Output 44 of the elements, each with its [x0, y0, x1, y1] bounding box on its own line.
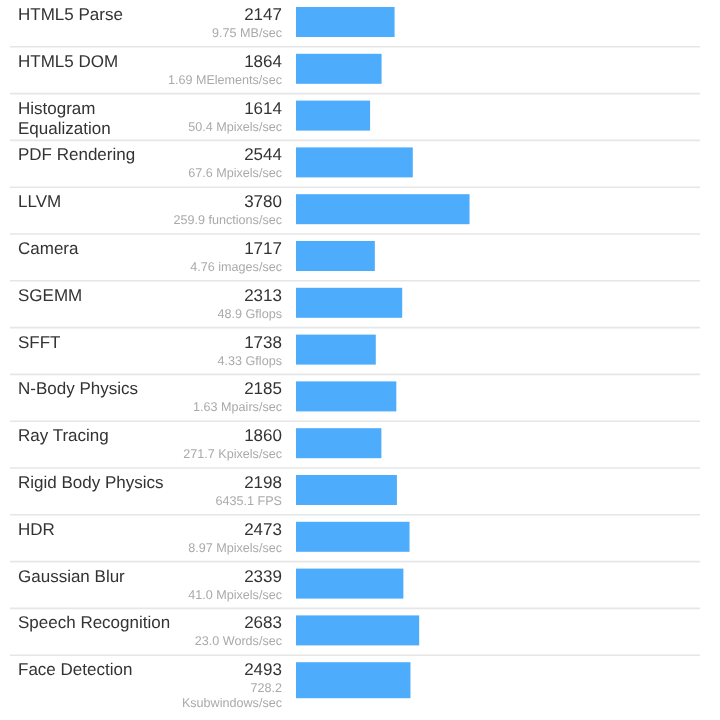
- data-label: 2473: [244, 518, 283, 539]
- y-tick-label: Rigid Body Physics: [18, 472, 164, 492]
- bar: [296, 194, 470, 225]
- data-label: 1738: [244, 331, 283, 352]
- bar: [296, 521, 410, 552]
- data-label: 2544: [244, 144, 283, 165]
- y-tick-label: LLVM: [18, 191, 62, 212]
- data-label: 2198: [244, 472, 283, 492]
- y-tick-label: Face Detection: [18, 659, 133, 680]
- bar: [296, 241, 375, 271]
- bar: [296, 100, 371, 131]
- y-tick-label: HTML5 DOM: [18, 50, 119, 71]
- data-label: 1614: [244, 97, 283, 118]
- data-label: 1717: [244, 238, 283, 258]
- bar: [296, 568, 404, 599]
- data-label: 2147: [244, 4, 283, 24]
- data-label: 2313: [244, 284, 283, 305]
- y-tick-label: Speech Recognition: [18, 612, 171, 633]
- bar: [296, 381, 397, 412]
- y-tick-label: HDR: [18, 518, 55, 539]
- y-tick-label: SGEMM: [18, 284, 83, 305]
- y-tick-label: Ray Tracing: [18, 425, 110, 446]
- y-tick-label: Camera: [18, 238, 80, 258]
- data-label: 2683: [244, 612, 283, 633]
- bar: [296, 615, 420, 646]
- data-label: 1860: [244, 425, 283, 446]
- y-tick-label: HTML5 Parse: [18, 4, 124, 24]
- bar: [296, 53, 382, 84]
- data-label: 3780: [244, 191, 283, 212]
- y-tick-label: Gaussian Blur: [18, 565, 126, 586]
- bar: [296, 334, 376, 365]
- y-tick-label: Histogram Equalization: [18, 97, 112, 138]
- bar: [296, 147, 413, 178]
- bar: [296, 428, 382, 459]
- y-tick-label: PDF Rendering: [18, 144, 136, 165]
- data-label: 2185: [244, 378, 283, 399]
- bar: [296, 7, 395, 37]
- data-label: 1864: [244, 50, 283, 71]
- y-tick-label: SFFT: [18, 331, 61, 352]
- y-tick-label: N-Body Physics: [18, 378, 138, 399]
- data-label: 2493: [244, 659, 283, 680]
- data-label: 2339: [244, 565, 283, 586]
- bar: [296, 287, 403, 318]
- bar: [296, 475, 397, 505]
